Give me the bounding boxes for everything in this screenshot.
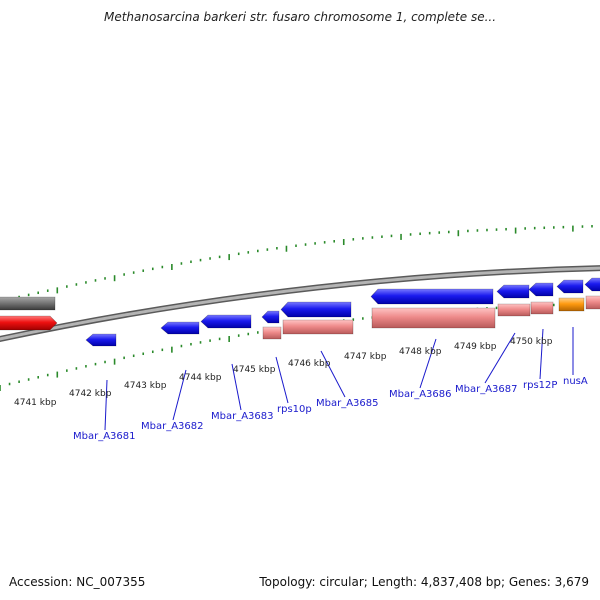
gene-mbar-a3685[interactable]	[280, 301, 352, 318]
gene-label-mbar_a3687[interactable]: Mbar_A3687	[455, 384, 518, 395]
cds-mbar-a3685[interactable]	[282, 319, 354, 335]
gene-rps10p[interactable]	[261, 310, 280, 324]
cds-rps10p[interactable]	[262, 326, 282, 340]
chromosome-backbone	[0, 265, 600, 343]
gene-label-mbar_a3681[interactable]: Mbar_A3681	[73, 431, 136, 442]
leader-mbar_a3685	[320, 350, 346, 398]
gene-label-mbar_a3683[interactable]: Mbar_A3683	[211, 411, 274, 422]
gene-features[interactable]	[0, 277, 600, 347]
gene-edge[interactable]	[584, 277, 600, 292]
gene-nusa[interactable]	[556, 279, 584, 294]
scale-label-4747: 4747 kbp	[344, 352, 387, 362]
scale-label-4746: 4746 kbp	[288, 359, 331, 369]
scale-label-4745: 4745 kbp	[233, 365, 276, 375]
cds-edge[interactable]	[585, 295, 600, 310]
leader-mbar_a3681	[104, 379, 108, 431]
gene-grey[interactable]	[0, 296, 56, 311]
label-leader-lines	[104, 327, 574, 431]
gene-reverse[interactable]	[0, 315, 58, 331]
gene-label-mbar_a3682[interactable]: Mbar_A3682	[141, 421, 204, 432]
leader-mbar_a3687	[484, 332, 516, 384]
gene-label-rps10p[interactable]: rps10p	[277, 404, 312, 415]
leader-rps10p	[275, 356, 289, 404]
scale-labels: 4741 kbp 4742 kbp 4743 kbp 4744 kbp 4745 kbp…	[14, 337, 553, 408]
scale-label-4741: 4741 kbp	[14, 398, 57, 408]
gene-label-mbar_a3686[interactable]: Mbar_A3686	[389, 389, 452, 400]
gene-mbar-a3686[interactable]	[370, 288, 494, 305]
scale-label-4743: 4743 kbp	[124, 381, 167, 391]
cds-mbar-a3686[interactable]	[371, 307, 496, 329]
backbone-highlight	[0, 266, 600, 341]
gene-mbar-a3683[interactable]	[200, 314, 252, 329]
cds-nusa[interactable]	[558, 297, 585, 312]
gene-mbar-a3687[interactable]	[496, 284, 530, 299]
leader-mbar_a3683	[231, 363, 242, 411]
gene-mbar-a3682[interactable]	[160, 321, 200, 335]
accession-label: Accession: NC_007355	[9, 575, 146, 589]
cds-rps12p[interactable]	[530, 301, 554, 315]
map-title: Methanosarcina barkeri str. fusaro chrom…	[103, 10, 497, 24]
genome-summary: Topology: circular; Length: 4,837,408 bp…	[259, 575, 589, 589]
scale-label-4744: 4744 kbp	[179, 373, 222, 383]
gene-mbar-a3681[interactable]	[85, 333, 117, 347]
leader-rps12p	[539, 328, 544, 380]
gene-label-rps12p[interactable]: rps12P	[523, 380, 557, 391]
gene-label-nusa[interactable]: nusA	[563, 376, 588, 387]
scale-label-4750: 4750 kbp	[510, 337, 553, 347]
scale-label-4748: 4748 kbp	[399, 347, 442, 357]
scale-label-4749: 4749 kbp	[454, 342, 497, 352]
cds-mbar-a3687[interactable]	[497, 303, 531, 317]
gene-rps12p[interactable]	[528, 282, 554, 297]
gene-label-mbar_a3685[interactable]: Mbar_A3685	[316, 398, 379, 409]
leader-mbar_a3686	[419, 338, 437, 389]
upper-tick-ring	[0, 225, 593, 306]
scale-label-4742: 4742 kbp	[69, 389, 112, 399]
leader-mbar_a3682	[172, 369, 187, 421]
